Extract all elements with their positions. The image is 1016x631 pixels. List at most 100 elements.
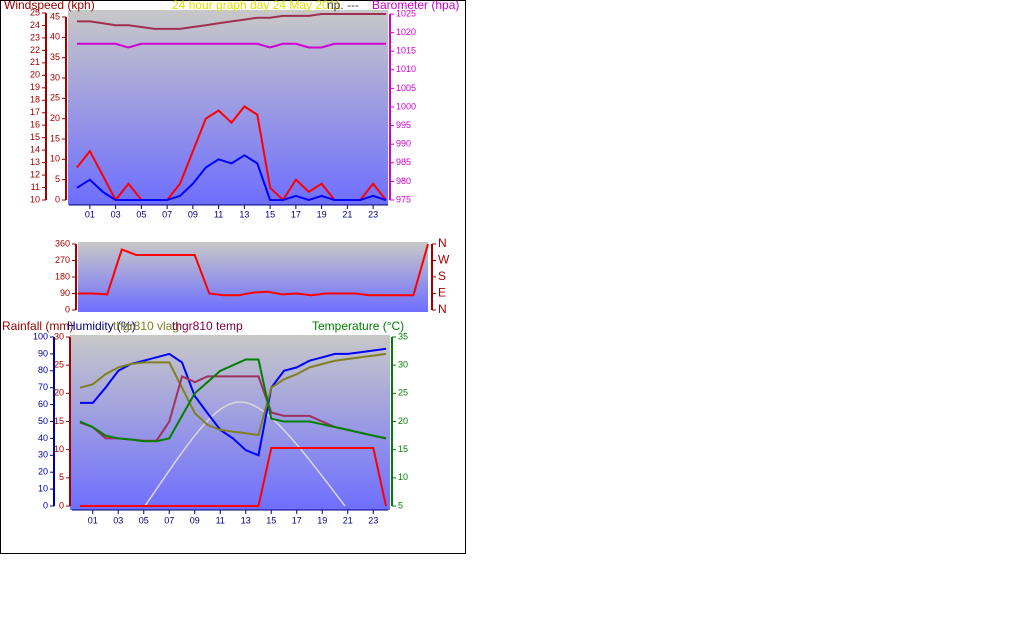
y-tick-label: 30 bbox=[398, 360, 408, 370]
y-tick-label: 985 bbox=[396, 157, 411, 167]
legend-item: Humidity (%) bbox=[67, 319, 136, 333]
y-tick-label: 35 bbox=[398, 331, 408, 341]
plot-bg bbox=[68, 10, 388, 205]
y-tick-label: 40 bbox=[38, 433, 48, 443]
y-tick-label: 25 bbox=[398, 388, 408, 398]
y2-label: Barometer (hpa) bbox=[372, 0, 459, 12]
y-tick-label: 24 bbox=[30, 20, 40, 30]
y-tick-label: 5 bbox=[398, 500, 403, 510]
y-tick-label: 30 bbox=[38, 450, 48, 460]
series-line bbox=[78, 243, 429, 297]
marks: 0510152025303540451011121314151617181920… bbox=[30, 7, 450, 525]
x-tick-label: 19 bbox=[317, 209, 327, 219]
y-tick-label: 80 bbox=[38, 365, 48, 375]
y-tick-label: 15 bbox=[398, 444, 408, 454]
x-tick-label: 23 bbox=[368, 209, 378, 219]
plot-bg bbox=[78, 242, 428, 312]
y-tick-label: 16 bbox=[30, 120, 40, 130]
x-tick-label: 21 bbox=[343, 515, 353, 525]
x-tick-label: 13 bbox=[239, 209, 249, 219]
x-tick-label: 15 bbox=[266, 515, 276, 525]
series-line bbox=[76, 154, 387, 202]
legend-item: thgr810 temp bbox=[172, 319, 243, 333]
y-tick-label: 20 bbox=[50, 113, 60, 123]
x-tick-label: 05 bbox=[139, 515, 149, 525]
x-tick-label: 19 bbox=[317, 515, 327, 525]
x-tick-label: 13 bbox=[241, 515, 251, 525]
y-tick-label: W bbox=[438, 253, 450, 267]
y-tick-label: 25 bbox=[54, 360, 64, 370]
y-tick-label: 5 bbox=[59, 472, 64, 482]
x-tick-label: 09 bbox=[188, 209, 198, 219]
y-tick-label: N bbox=[438, 302, 447, 316]
y-tick-label: 1005 bbox=[396, 83, 416, 93]
y-tick-label: 13 bbox=[30, 157, 40, 167]
y-tick-label: 22 bbox=[30, 45, 40, 55]
x-tick-label: 03 bbox=[111, 209, 121, 219]
y-tick-label: 90 bbox=[60, 288, 70, 298]
y-tick-label: 0 bbox=[65, 304, 70, 314]
y-tick-label: 15 bbox=[30, 132, 40, 142]
y-tick-label: 975 bbox=[396, 194, 411, 204]
y-tick-label: 50 bbox=[38, 416, 48, 426]
x-tick-label: 09 bbox=[190, 515, 200, 525]
title: 24 hour graph day 24 May 2011 bbox=[172, 0, 342, 12]
x-tick-label: 01 bbox=[85, 209, 95, 219]
x-tick-label: 23 bbox=[368, 515, 378, 525]
x-tick-label: 05 bbox=[136, 209, 146, 219]
y-tick-label: 23 bbox=[30, 32, 40, 42]
y-tick-label: E bbox=[438, 286, 446, 300]
x-tick-label: 03 bbox=[113, 515, 123, 525]
annotation: np. --- bbox=[327, 0, 359, 12]
y-tick-label: 10 bbox=[398, 472, 408, 482]
plot-bg bbox=[70, 335, 390, 510]
x-tick-label: 07 bbox=[162, 209, 172, 219]
y-tick-label: 25 bbox=[30, 7, 40, 17]
x-tick-label: 07 bbox=[164, 515, 174, 525]
y-tick-label: 45 bbox=[50, 11, 60, 21]
series-line bbox=[77, 42, 386, 49]
y-tick-label: 20 bbox=[398, 416, 408, 426]
y-label: Windspeed (kph) bbox=[4, 0, 95, 12]
y-tick-label: 10 bbox=[50, 154, 60, 164]
y-tick-label: 1000 bbox=[396, 101, 416, 111]
y-tick-label: 70 bbox=[38, 382, 48, 392]
y-tick-label: 0 bbox=[43, 500, 48, 510]
y-tick-label: 35 bbox=[50, 52, 60, 62]
y-tick-label: 10 bbox=[30, 194, 40, 204]
series-line bbox=[80, 447, 387, 507]
y-tick-label: 11 bbox=[31, 182, 40, 192]
y-tick-label: 10 bbox=[54, 444, 64, 454]
y-tick-label: 15 bbox=[50, 133, 60, 143]
y-tick-label: 40 bbox=[50, 32, 60, 42]
legend-item: Temperature (°C) bbox=[312, 319, 404, 333]
series-line bbox=[79, 352, 387, 437]
y-tick-label: 980 bbox=[396, 176, 411, 186]
y-tick-label: 14 bbox=[30, 145, 40, 155]
y-tick-label: 360 bbox=[55, 238, 70, 248]
y-tick-label: 30 bbox=[54, 331, 64, 341]
y-tick-label: 1015 bbox=[396, 46, 416, 56]
x-tick-label: 15 bbox=[265, 209, 275, 219]
y-tick-label: 17 bbox=[30, 107, 40, 117]
y-tick-label: 20 bbox=[54, 388, 64, 398]
y-tick-label: N bbox=[438, 236, 447, 250]
y-tick-label: 20 bbox=[38, 467, 48, 477]
y-tick-label: 0 bbox=[59, 500, 64, 510]
legend-item: Rainfall (mm) bbox=[2, 319, 73, 333]
series-line bbox=[77, 13, 386, 30]
y-tick-label: 990 bbox=[396, 139, 411, 149]
y-tick-label: 10 bbox=[38, 483, 48, 493]
y-tick-label: 25 bbox=[50, 93, 60, 103]
x-tick-label: 01 bbox=[88, 515, 98, 525]
y-tick-label: 1020 bbox=[396, 27, 416, 37]
y-tick-label: 20 bbox=[30, 70, 40, 80]
y-tick-label: 21 bbox=[30, 57, 40, 67]
y-tick-label: 995 bbox=[396, 120, 411, 130]
y-tick-label: 30 bbox=[50, 72, 60, 82]
y-tick-label: 1010 bbox=[396, 64, 416, 74]
y-tick-label: 18 bbox=[30, 95, 40, 105]
y-tick-label: 1025 bbox=[396, 8, 416, 18]
sun-curve bbox=[144, 401, 346, 507]
